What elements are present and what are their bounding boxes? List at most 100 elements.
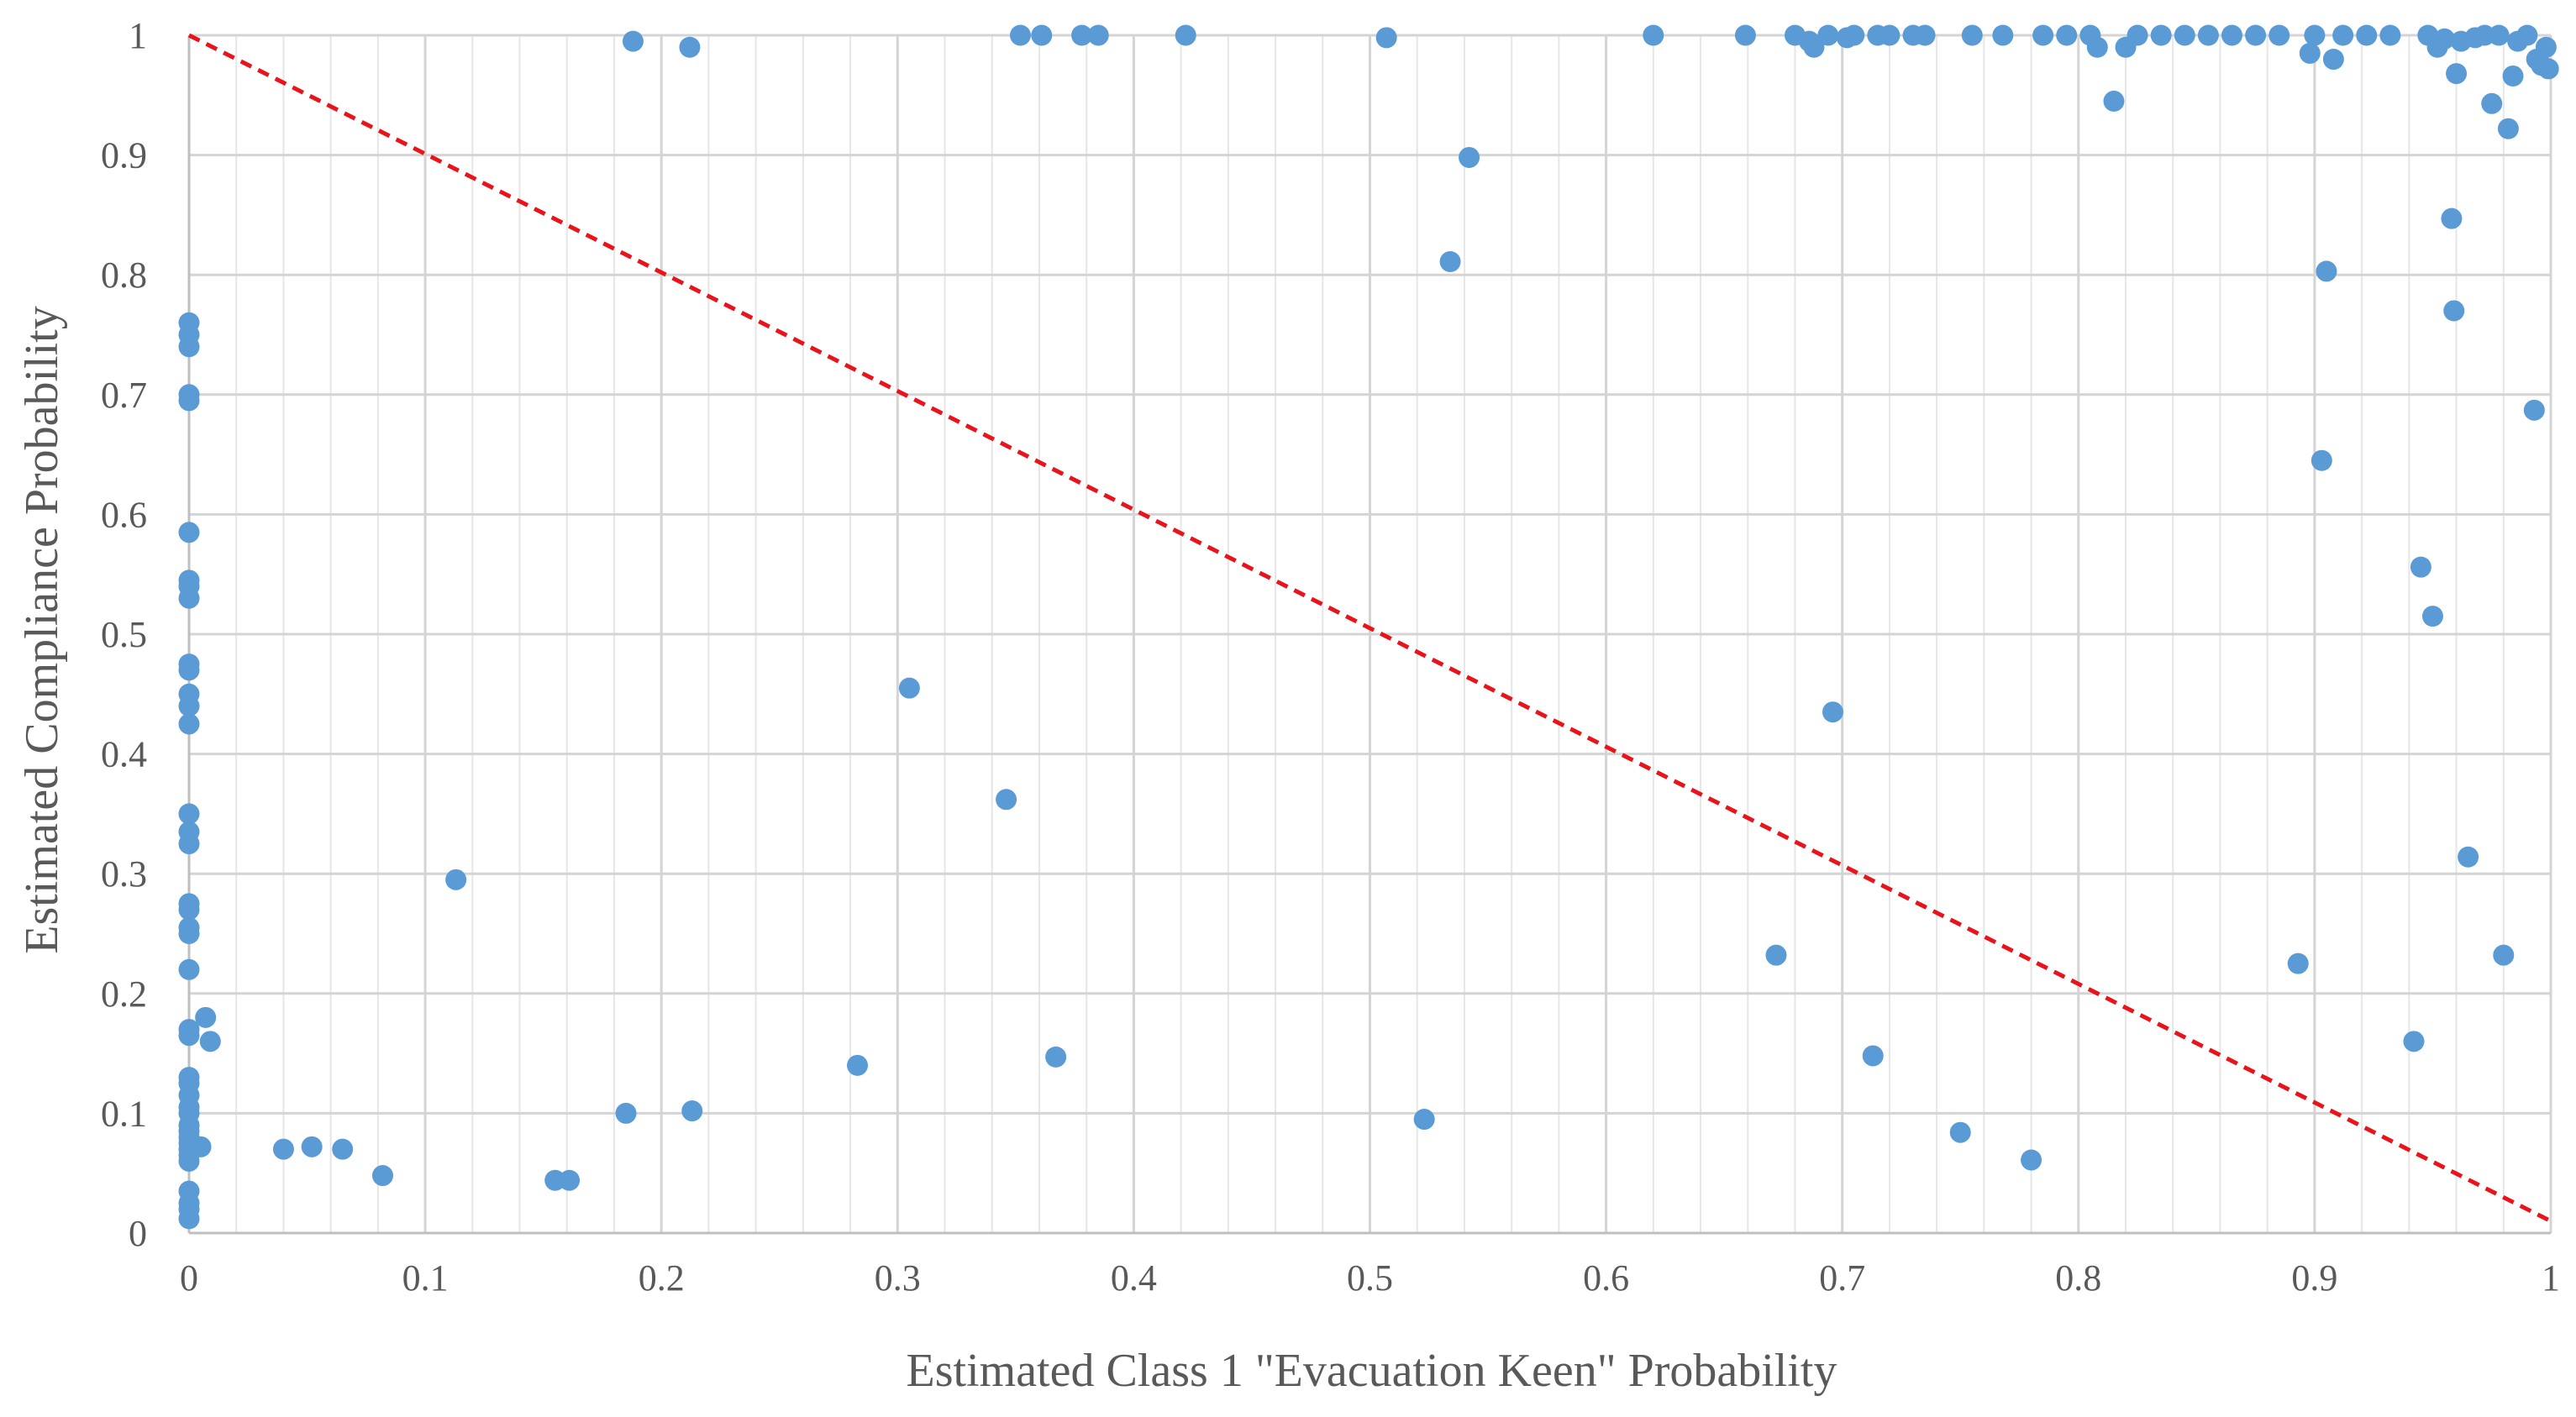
data-point xyxy=(2356,24,2378,46)
data-point xyxy=(2287,953,2309,974)
data-point xyxy=(1375,27,1397,49)
data-point xyxy=(1843,24,1865,46)
data-point xyxy=(679,36,701,58)
data-point xyxy=(2103,90,2125,112)
data-point xyxy=(178,695,200,717)
data-point xyxy=(2502,65,2524,87)
data-point xyxy=(301,1136,323,1157)
x-axis-title: Estimated Class 1 "Evacuation Keen" Prob… xyxy=(907,1345,1837,1397)
data-point xyxy=(1765,944,1787,966)
data-point xyxy=(2443,300,2465,322)
x-tick-label: 0.8 xyxy=(2055,1257,2101,1299)
data-point xyxy=(2493,944,2515,966)
data-point xyxy=(2127,24,2148,46)
y-tick-label: 0.2 xyxy=(101,974,147,1015)
data-point xyxy=(1734,24,1756,46)
data-point xyxy=(178,659,200,681)
x-tick-label: 0.5 xyxy=(1347,1257,1393,1299)
y-tick-label: 0.6 xyxy=(101,494,147,535)
x-tick-label: 0.9 xyxy=(2291,1257,2337,1299)
reference-line-layer xyxy=(187,33,2552,1223)
data-point xyxy=(898,677,920,699)
data-point xyxy=(2403,1031,2425,1052)
data-point xyxy=(1031,24,1053,46)
data-point xyxy=(2299,42,2321,64)
data-point xyxy=(1643,24,1664,46)
data-point xyxy=(681,1100,703,1122)
data-point xyxy=(178,1208,200,1230)
data-point xyxy=(2332,24,2354,46)
x-tick-label: 0 xyxy=(180,1257,198,1299)
data-point xyxy=(1961,24,1983,46)
data-point xyxy=(1459,146,1480,168)
data-point xyxy=(1175,24,1196,46)
data-point xyxy=(1949,1121,1971,1143)
data-point xyxy=(178,833,200,855)
y-tick-label: 0.1 xyxy=(101,1093,147,1134)
data-point xyxy=(2032,24,2054,46)
x-tick-label: 0.4 xyxy=(1111,1257,1157,1299)
y-tick-label: 1 xyxy=(129,15,147,56)
data-point xyxy=(190,1136,212,1157)
data-point xyxy=(2245,24,2267,46)
y-tick-label: 0 xyxy=(129,1213,147,1254)
data-point xyxy=(372,1165,394,1187)
data-point xyxy=(2311,449,2332,471)
data-point xyxy=(1413,1109,1435,1131)
data-point xyxy=(559,1169,581,1191)
data-point xyxy=(178,713,200,735)
y-tick-label: 0.5 xyxy=(101,614,147,655)
data-point xyxy=(2434,28,2456,50)
data-point xyxy=(2516,24,2538,46)
data-point xyxy=(178,899,200,921)
data-point xyxy=(178,1150,200,1172)
data-point xyxy=(2481,92,2503,114)
data-point xyxy=(2056,24,2078,46)
data-point xyxy=(2197,24,2219,46)
y-tick-label: 0.9 xyxy=(101,135,147,176)
x-tick-label: 0.6 xyxy=(1583,1257,1629,1299)
x-tick-label: 0.1 xyxy=(402,1257,449,1299)
data-points xyxy=(178,24,2559,1230)
data-point xyxy=(2174,24,2195,46)
data-point xyxy=(1009,24,1031,46)
data-point xyxy=(1071,24,1093,46)
data-point xyxy=(2446,63,2468,85)
data-point xyxy=(2021,1149,2042,1171)
x-tick-labels: 0 0.1 0.2 0.3 0.4 0.5 0.6 0.7 0.8 0.9 1 xyxy=(180,1257,2560,1299)
y-axis-title: Estimated Compliance Probability xyxy=(16,306,68,953)
data-point xyxy=(1914,24,1936,46)
data-point xyxy=(178,390,200,412)
data-point xyxy=(2221,24,2243,46)
data-point xyxy=(2150,24,2172,46)
y-tick-labels: 0 0.1 0.2 0.3 0.4 0.5 0.6 0.7 0.8 0.9 1 xyxy=(101,15,147,1254)
data-point xyxy=(1439,251,1461,273)
y-tick-label: 0.7 xyxy=(101,375,147,416)
data-point xyxy=(2410,556,2431,578)
data-point xyxy=(2458,846,2479,868)
data-point xyxy=(2497,118,2519,139)
data-point xyxy=(2488,24,2510,46)
data-point xyxy=(2535,36,2557,58)
data-point xyxy=(847,1054,869,1076)
data-point xyxy=(195,1006,217,1028)
data-point xyxy=(199,1031,221,1052)
data-point xyxy=(2421,606,2443,627)
y-tick-label: 0.8 xyxy=(101,255,147,296)
x-tick-label: 1 xyxy=(2542,1257,2560,1299)
data-point xyxy=(2441,207,2463,229)
data-point xyxy=(445,869,467,890)
data-point xyxy=(1992,24,2014,46)
data-point xyxy=(178,336,200,358)
y-tick-label: 0.4 xyxy=(101,734,147,775)
data-point xyxy=(178,1025,200,1047)
data-point xyxy=(1803,36,1825,58)
data-point xyxy=(1045,1046,1067,1068)
y-tick-label: 0.3 xyxy=(101,853,147,895)
data-point xyxy=(622,30,644,52)
data-point xyxy=(1862,1045,1884,1067)
data-point xyxy=(1087,24,1109,46)
data-point xyxy=(615,1102,637,1124)
